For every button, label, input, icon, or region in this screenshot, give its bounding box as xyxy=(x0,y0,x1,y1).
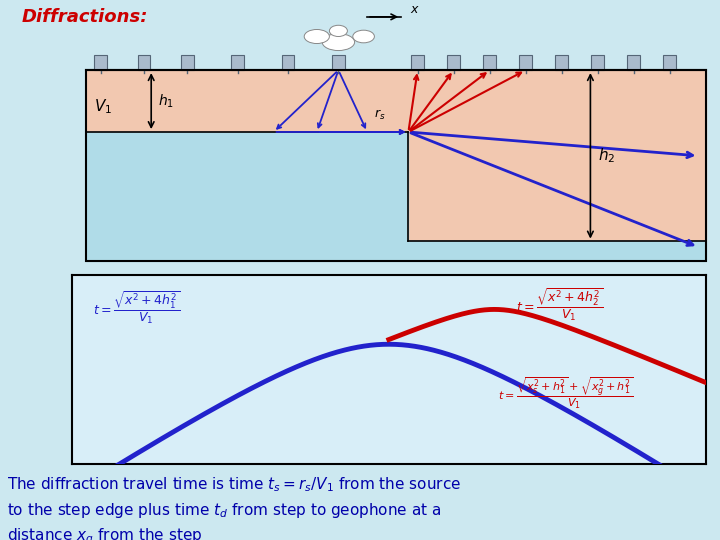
Text: $t=\dfrac{\sqrt{x^2+4h_1^2}}{V_1}$: $t=\dfrac{\sqrt{x^2+4h_1^2}}{V_1}$ xyxy=(93,289,180,326)
Bar xyxy=(408,241,706,261)
Ellipse shape xyxy=(329,25,347,37)
Bar xyxy=(627,55,640,70)
Ellipse shape xyxy=(304,30,329,44)
Bar xyxy=(231,55,244,70)
Bar xyxy=(519,55,532,70)
Text: $x$: $x$ xyxy=(410,3,420,16)
Text: $h_1$: $h_1$ xyxy=(158,92,174,110)
Ellipse shape xyxy=(353,30,374,43)
Bar xyxy=(591,55,604,70)
Text: $r_s$: $r_s$ xyxy=(374,108,386,122)
Bar xyxy=(663,55,676,70)
Text: $V_1$: $V_1$ xyxy=(94,97,112,116)
Text: Diffractions:: Diffractions: xyxy=(22,9,148,26)
Bar xyxy=(86,132,408,261)
Text: $t=\dfrac{\sqrt{x_s^2+h_1^2}+\sqrt{x_g^2+h_1^2}}{V_1}$: $t=\dfrac{\sqrt{x_s^2+h_1^2}+\sqrt{x_g^2… xyxy=(498,375,634,410)
Bar xyxy=(86,70,706,261)
Bar xyxy=(447,55,460,70)
Bar xyxy=(483,55,496,70)
Bar xyxy=(94,55,107,70)
Text: to the step edge plus time $t_d$ from step to geophone at a: to the step edge plus time $t_d$ from st… xyxy=(7,501,441,520)
Bar xyxy=(555,55,568,70)
Text: $h_2$: $h_2$ xyxy=(598,146,615,165)
Bar xyxy=(138,55,150,70)
Bar xyxy=(181,55,194,70)
Text: $t=\dfrac{\sqrt{x^2+4h_2^2}}{V_1}$: $t=\dfrac{\sqrt{x^2+4h_2^2}}{V_1}$ xyxy=(516,286,603,323)
Text: distance $x_g$ from the step: distance $x_g$ from the step xyxy=(7,526,202,540)
Ellipse shape xyxy=(323,33,354,51)
Bar xyxy=(408,70,706,241)
Bar xyxy=(411,55,424,70)
Bar xyxy=(282,55,294,70)
Bar xyxy=(332,55,345,70)
Text: The diffraction travel time is time $t_s = r_s/V_1$ from the source: The diffraction travel time is time $t_s… xyxy=(7,476,462,495)
Bar xyxy=(86,70,408,132)
